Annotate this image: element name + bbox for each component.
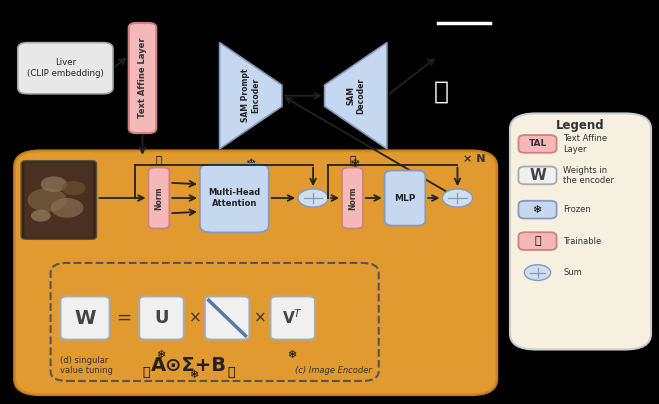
FancyBboxPatch shape (24, 163, 94, 238)
Text: Norm: Norm (154, 186, 163, 210)
FancyBboxPatch shape (148, 168, 169, 229)
FancyBboxPatch shape (385, 170, 425, 225)
Polygon shape (325, 42, 387, 149)
Text: ×: × (188, 311, 202, 326)
Text: Text Affine Layer: Text Affine Layer (138, 38, 147, 118)
Text: Norm: Norm (348, 186, 357, 210)
Text: A⊙Σ+B: A⊙Σ+B (150, 356, 227, 375)
FancyBboxPatch shape (205, 297, 250, 340)
FancyBboxPatch shape (519, 135, 557, 153)
Text: 🩻: 🩻 (434, 80, 449, 104)
FancyBboxPatch shape (18, 42, 113, 94)
Text: TAL: TAL (529, 139, 547, 148)
FancyBboxPatch shape (14, 151, 497, 395)
Polygon shape (219, 42, 282, 149)
Text: ❄️: ❄️ (288, 349, 297, 360)
Circle shape (62, 181, 86, 195)
Text: Liver
(CLIP embedding): Liver (CLIP embedding) (27, 59, 103, 78)
Text: SAM
Decoder: SAM Decoder (346, 78, 366, 114)
Text: Text Affine
Layer: Text Affine Layer (563, 134, 607, 154)
FancyBboxPatch shape (139, 297, 184, 340)
Text: W: W (74, 309, 96, 328)
Text: =: = (117, 309, 132, 327)
Text: ❄️: ❄️ (533, 205, 542, 215)
Text: V$^T$: V$^T$ (282, 309, 303, 327)
Circle shape (525, 265, 551, 280)
Text: ❄️: ❄️ (157, 349, 166, 360)
Text: × N: × N (463, 154, 485, 164)
FancyBboxPatch shape (21, 161, 96, 239)
Text: 🔥: 🔥 (156, 155, 162, 165)
Text: U: U (154, 309, 169, 327)
Text: Multi-Head
Attention: Multi-Head Attention (208, 188, 260, 208)
FancyBboxPatch shape (519, 201, 557, 219)
Text: Trainable: Trainable (563, 237, 602, 246)
Text: SAM Prompt
Encoder: SAM Prompt Encoder (241, 69, 260, 122)
Circle shape (442, 189, 473, 207)
Text: (c) Image Encoder: (c) Image Encoder (295, 366, 372, 375)
Text: Frozen: Frozen (563, 205, 591, 214)
Text: Sum: Sum (563, 268, 582, 277)
FancyBboxPatch shape (519, 166, 557, 184)
Text: 🔥: 🔥 (349, 155, 356, 165)
FancyBboxPatch shape (510, 114, 651, 349)
Text: (d) singular
value tuning: (d) singular value tuning (61, 356, 113, 375)
Text: 🔥: 🔥 (142, 366, 150, 379)
Text: ❄️: ❄️ (246, 158, 256, 171)
Circle shape (41, 177, 67, 192)
FancyBboxPatch shape (61, 297, 109, 340)
Circle shape (298, 189, 328, 207)
Text: MLP: MLP (394, 194, 416, 202)
FancyBboxPatch shape (129, 23, 156, 133)
Circle shape (51, 198, 84, 218)
FancyBboxPatch shape (519, 232, 557, 250)
Circle shape (28, 188, 67, 212)
Text: 🔥: 🔥 (138, 3, 147, 17)
Text: ❄️: ❄️ (190, 370, 200, 380)
Text: 🔥: 🔥 (534, 236, 541, 246)
Text: 🔥: 🔥 (227, 366, 235, 379)
Text: ×: × (254, 311, 267, 326)
Text: Weights in
the encoder: Weights in the encoder (563, 166, 614, 185)
Text: W: W (529, 168, 546, 183)
Text: Legend: Legend (556, 119, 604, 132)
FancyBboxPatch shape (342, 168, 363, 229)
FancyBboxPatch shape (270, 297, 315, 340)
Text: ❄️: ❄️ (351, 158, 361, 171)
FancyBboxPatch shape (200, 164, 269, 232)
Circle shape (31, 210, 51, 222)
